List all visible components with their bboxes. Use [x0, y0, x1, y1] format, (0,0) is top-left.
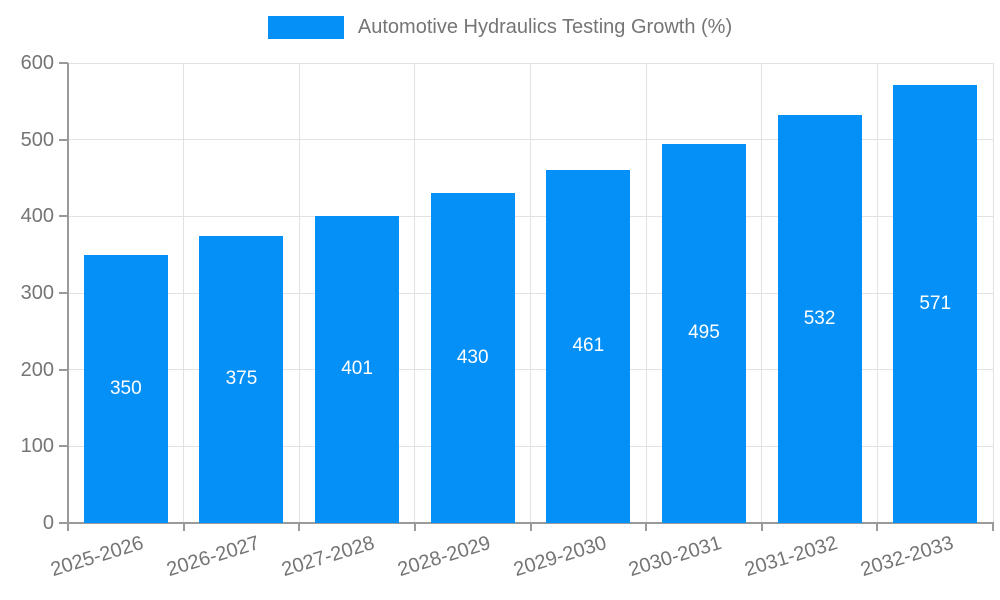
bar-2028-2029[interactable]: 430 [430, 193, 515, 523]
x-axis-category-label: 2028-2029 [395, 532, 494, 582]
bar-value-label: 430 [456, 347, 489, 369]
x-axis-category-label: 2025-2026 [48, 532, 147, 582]
bar-value-label: 350 [109, 377, 142, 399]
x-axis-category-label: 2031-2032 [742, 532, 840, 582]
y-axis-tick-label: 500 [20, 128, 54, 151]
x-axis-category-label: 2027-2028 [279, 532, 378, 582]
y-axis-tick-label: 400 [20, 205, 54, 228]
plot-area: 350 375 401 430 461 495 532 571 [67, 62, 994, 524]
bar-value-label: 532 [803, 308, 836, 330]
x-axis-category-label: 2032-2033 [857, 532, 956, 582]
y-axis-tick-mark [59, 522, 68, 524]
y-axis-tick-label: 300 [20, 282, 54, 304]
bar-2026-2027[interactable]: 375 [199, 235, 284, 523]
vertical-gridline [876, 63, 878, 523]
bar-2027-2028[interactable]: 401 [315, 215, 400, 523]
y-axis-line [67, 63, 69, 524]
x-axis-tick-mark [529, 522, 532, 531]
x-axis-category-label: 2029-2030 [510, 532, 609, 582]
vertical-gridline [992, 63, 994, 523]
bar-value-label: 375 [225, 368, 258, 390]
x-axis-tick-mark [876, 522, 879, 531]
bar-value-label: 461 [572, 335, 605, 357]
vertical-gridline [530, 63, 531, 523]
bar-2025-2026[interactable]: 350 [83, 254, 168, 523]
bar-value-label: 571 [919, 293, 952, 315]
vertical-gridline [414, 63, 416, 523]
bar-2031-2032[interactable]: 532 [777, 115, 862, 523]
x-axis-tick-mark [67, 522, 69, 531]
y-axis-tick-mark [59, 62, 68, 64]
vertical-gridline [298, 63, 300, 523]
x-axis-tick-mark [182, 522, 185, 531]
y-axis-tick-mark [59, 368, 68, 371]
x-axis-category-label: 2026-2027 [163, 532, 262, 582]
legend-label: Automotive Hydraulics Testing Growth (%) [357, 16, 733, 38]
x-axis-tick-mark [992, 522, 994, 531]
vertical-gridline [183, 63, 185, 523]
y-axis-tick-label: 600 [20, 52, 54, 74]
y-axis-tick-mark [59, 138, 68, 141]
x-axis-tick-mark [298, 522, 301, 531]
x-axis-category-label: 2030-2031 [626, 532, 725, 582]
bar-2030-2031[interactable]: 495 [661, 143, 746, 523]
bar-2032-2033[interactable]: 571 [893, 85, 978, 523]
y-axis-tick-mark [59, 292, 68, 294]
bar-2029-2030[interactable]: 461 [546, 169, 631, 523]
y-axis-tick-mark [59, 445, 68, 448]
legend[interactable]: Automotive Hydraulics Testing Growth (%) [0, 16, 1000, 39]
y-axis-tick-mark [59, 215, 68, 218]
bar-value-label: 401 [341, 358, 373, 380]
x-axis-tick-mark [645, 522, 648, 531]
bar-value-label: 495 [688, 322, 720, 344]
x-axis-tick-mark [413, 522, 416, 531]
y-axis-tick-label: 100 [20, 435, 54, 458]
vertical-gridline [645, 63, 647, 523]
y-axis-tick-label: 200 [20, 358, 54, 381]
legend-swatch [267, 16, 344, 39]
y-axis-tick-label: 0 [42, 512, 54, 534]
vertical-gridline [761, 63, 763, 523]
x-axis-tick-mark [760, 522, 763, 531]
